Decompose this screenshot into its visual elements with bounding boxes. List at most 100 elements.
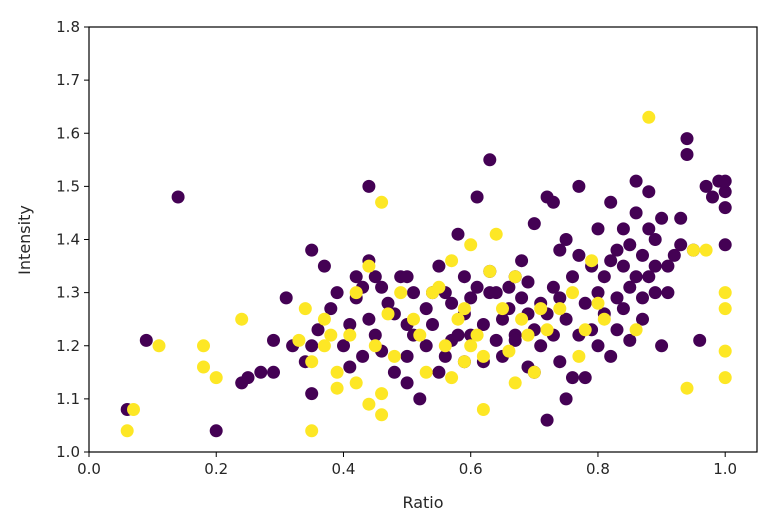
scatter-point (343, 328, 357, 342)
scatter-point (566, 286, 579, 300)
scatter-point (197, 339, 210, 353)
scatter-point (438, 339, 452, 353)
scatter-point (515, 312, 529, 326)
scatter-point (267, 333, 280, 347)
scatter-point (400, 376, 414, 390)
scatter-point (305, 387, 319, 401)
scatter-point (311, 323, 325, 337)
scatter-point (610, 243, 624, 257)
x-tick-label: 0.2 (204, 460, 228, 478)
y-axis-label: Intensity (15, 205, 34, 275)
scatter-point (375, 195, 389, 209)
x-axis-ticks: 0.0 0.2 0.4 0.6 0.8 1.0 (77, 452, 737, 478)
scatter-point (470, 190, 484, 204)
scatter-point (464, 291, 478, 305)
scatter-point (457, 355, 471, 369)
scatter-point (470, 280, 484, 294)
scatter-point (445, 254, 459, 268)
scatter-point (655, 211, 669, 225)
scatter-point (699, 243, 713, 257)
scatter-point (368, 339, 382, 353)
scatter-point (152, 339, 166, 353)
scatter-point (476, 403, 490, 416)
scatter-point (642, 110, 656, 124)
scatter-point (699, 179, 713, 193)
scatter-point (546, 195, 560, 209)
scatter-point (279, 291, 293, 305)
y-tick-label: 1.7 (56, 71, 80, 89)
scatter-point (419, 302, 433, 316)
scatter-point (553, 291, 567, 305)
y-tick-label: 1.6 (56, 124, 80, 142)
scatter-point (540, 413, 554, 427)
scatter-point (585, 254, 599, 268)
scatter-point (483, 153, 497, 167)
scatter-point (305, 339, 319, 353)
scatter-point (489, 227, 503, 241)
scatter-point (419, 365, 433, 379)
scatter-point (241, 371, 255, 385)
scatter-point (648, 259, 662, 273)
scatter-point (534, 302, 548, 316)
scatter-point (292, 333, 306, 347)
scatter-point (451, 312, 465, 326)
scatter-point (362, 179, 376, 193)
scatter-point (559, 392, 573, 406)
scatter-point (349, 270, 363, 284)
scatter-point (489, 286, 503, 300)
scatter-point (680, 148, 694, 161)
x-tick-label: 1.0 (713, 460, 737, 478)
scatter-point (521, 275, 535, 289)
scatter-point (317, 339, 331, 353)
x-tick-label: 0.4 (332, 460, 356, 478)
scatter-point (604, 195, 618, 209)
scatter-point (381, 307, 395, 321)
scatter-point (591, 296, 605, 310)
scatter-point (559, 312, 573, 326)
scatter-point (337, 339, 350, 353)
x-tick-label: 0.0 (77, 460, 101, 478)
scatter-point (674, 211, 688, 225)
scatter-point (527, 217, 541, 231)
scatter-point (209, 371, 223, 385)
scatter-point (375, 387, 389, 401)
scatter-point (623, 280, 637, 294)
scatter-point (693, 333, 707, 347)
scatter-point (718, 286, 732, 300)
scatter-point (324, 328, 338, 342)
scatter-point (451, 328, 465, 342)
scatter-point (432, 259, 446, 273)
scatter-point (553, 243, 567, 257)
scatter-point (387, 349, 401, 363)
y-tick-label: 1.3 (56, 284, 80, 302)
scatter-point (317, 259, 331, 273)
scatter-point (706, 190, 719, 204)
scatter-point (451, 227, 465, 241)
scatter-point (508, 376, 522, 390)
scatter-point (419, 339, 433, 353)
scatter-point (400, 270, 414, 284)
scatter-point (120, 424, 134, 438)
scatter-point (718, 201, 732, 215)
scatter-point (127, 403, 140, 416)
y-tick-label: 1.2 (56, 337, 80, 355)
scatter-point (559, 233, 573, 246)
scatter-point (375, 280, 389, 294)
scatter-point (394, 286, 408, 300)
scatter-point (597, 270, 611, 284)
scatter-point (718, 344, 732, 358)
scatter-point (407, 312, 420, 326)
scatter-point (597, 312, 611, 326)
scatter-point (209, 424, 223, 438)
scatter-point (718, 238, 732, 252)
scatter-point (343, 318, 357, 331)
y-tick-label: 1.1 (56, 390, 80, 408)
scatter-point (636, 291, 649, 305)
scatter-point (502, 344, 516, 358)
scatter-point (521, 328, 535, 342)
scatter-point (445, 296, 459, 310)
scatter-point (578, 371, 592, 385)
scatter-point (387, 365, 401, 379)
scatter-point (642, 270, 656, 284)
